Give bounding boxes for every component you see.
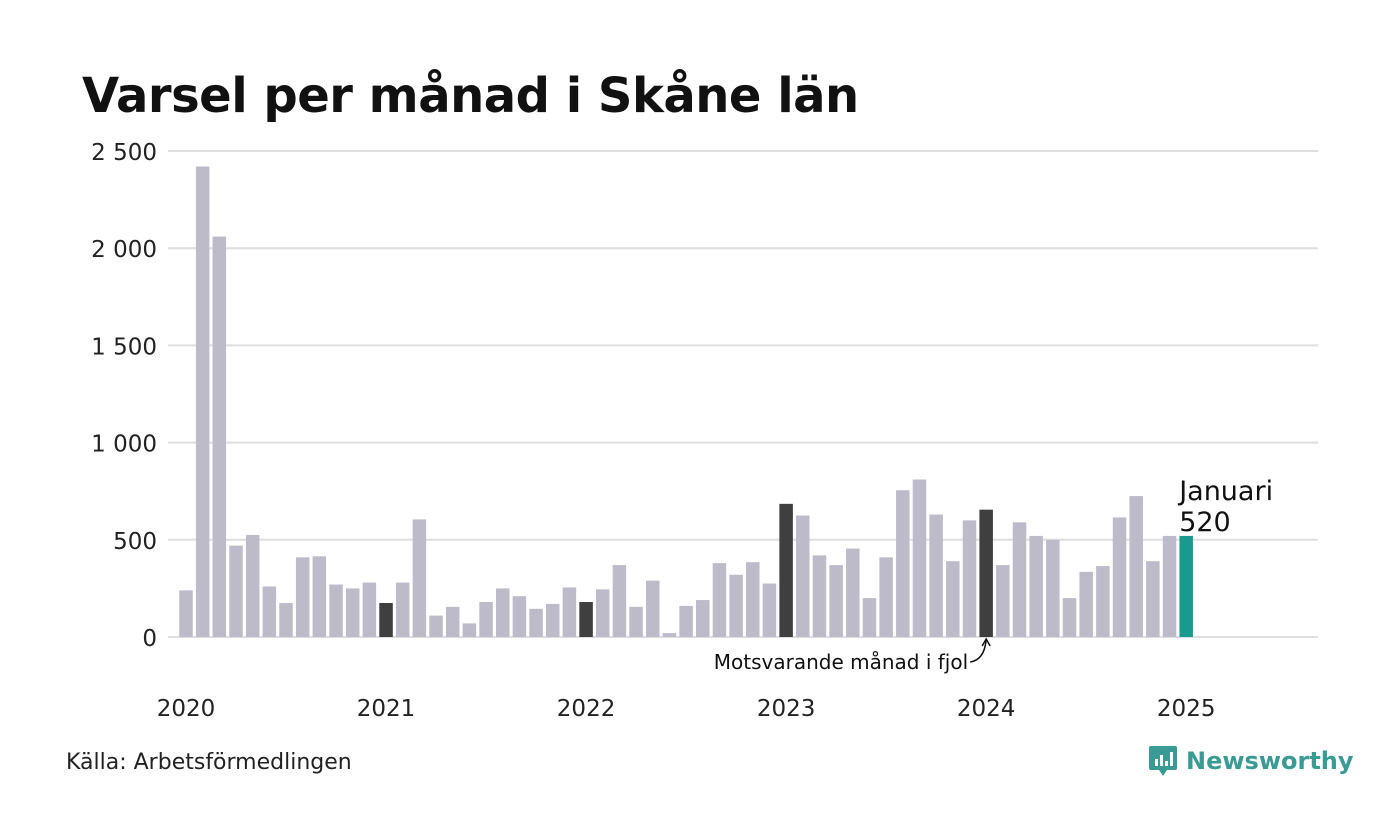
bar: [696, 600, 710, 637]
bar: [629, 606, 643, 637]
bar: [279, 602, 293, 637]
annotation-current-value: 520: [1179, 507, 1231, 538]
y-tick-label: 2 000: [91, 237, 157, 263]
y-tick-label: 1 500: [91, 334, 157, 360]
bar: [1029, 535, 1043, 637]
bar: [1062, 598, 1077, 637]
bar: [962, 520, 977, 637]
bar: [545, 603, 560, 637]
bar: [229, 545, 243, 637]
bar-same-month-previous-year: [779, 503, 793, 637]
bar: [746, 562, 760, 637]
x-tick-label: 2023: [757, 696, 816, 722]
bar: [812, 555, 827, 637]
bar: [896, 490, 910, 637]
bar: [395, 582, 410, 637]
newsworthy-chart-bubble-icon: [1149, 746, 1177, 776]
bar: [562, 587, 577, 637]
x-tick-label: 2024: [957, 696, 1016, 722]
y-tick-label: 500: [113, 529, 157, 555]
x-tick-label: 2021: [357, 696, 416, 722]
newsworthy-logo: Newsworthy: [1148, 744, 1354, 778]
annotation-arrow-line: [970, 639, 987, 663]
bar-same-month-previous-year: [579, 602, 593, 637]
chart-title: Varsel per månad i Skåne län: [82, 68, 859, 124]
x-tick-label: 2020: [157, 696, 216, 722]
bar: [762, 583, 777, 637]
bar: [479, 602, 493, 637]
bar: [1012, 522, 1027, 637]
x-axis-tick-labels: 2020 2021 2022 2023 2024 2025: [157, 696, 1216, 722]
annotation-current-month: Januari: [1177, 476, 1273, 507]
bar: [712, 563, 727, 637]
bar: [829, 565, 843, 637]
logo-text: Newsworthy: [1186, 747, 1354, 775]
bar: [662, 633, 677, 637]
bar: [729, 574, 743, 637]
y-tick-label: 0: [142, 626, 157, 652]
bar: [312, 556, 327, 637]
bar: [929, 514, 943, 637]
bar: [529, 608, 543, 637]
annotation-previous-year: Motsvarande månad i fjol: [714, 650, 968, 674]
bar: [345, 588, 360, 637]
bar: [245, 534, 260, 637]
bar: [679, 605, 693, 637]
bar: [462, 623, 477, 637]
bar: [362, 582, 377, 637]
bar: [212, 236, 227, 637]
bar: [1046, 539, 1060, 637]
bar: [512, 596, 527, 637]
bar-same-month-previous-year: [379, 602, 393, 637]
bar-same-month-previous-year: [979, 509, 993, 637]
source-note: Källa: Arbetsförmedlingen: [66, 750, 352, 775]
y-tick-label: 1 000: [91, 432, 157, 458]
bar: [879, 557, 893, 637]
bar: [846, 548, 860, 637]
gridlines: [168, 150, 1318, 638]
bar: [796, 515, 810, 637]
bar: [1079, 571, 1093, 637]
bar: [996, 565, 1010, 637]
x-tick-label: 2022: [557, 696, 616, 722]
bar: [596, 589, 610, 637]
bar: [195, 166, 210, 637]
bar: [445, 606, 460, 637]
bar: [179, 590, 193, 637]
bar: [1129, 496, 1143, 637]
bar: [862, 598, 877, 637]
bar: [1162, 535, 1177, 637]
bar: [429, 615, 443, 637]
bar: [262, 586, 277, 637]
bar: [946, 561, 960, 637]
bar: [1096, 566, 1110, 637]
bar: [495, 588, 510, 637]
bar: [612, 565, 627, 637]
y-axis-tick-labels: 0 500 1 000 1 500 2 000 2 500: [91, 140, 157, 652]
bar: [1146, 561, 1160, 637]
bar: [412, 519, 427, 637]
bars: [179, 166, 1193, 637]
bar: [329, 584, 343, 637]
bar: [646, 580, 660, 637]
annotation-arrow-head: [981, 637, 991, 647]
y-tick-label: 2 500: [91, 140, 157, 166]
bar-current-month: [1179, 535, 1193, 637]
bar: [295, 557, 310, 637]
x-tick-label: 2025: [1157, 696, 1216, 722]
bar: [1112, 517, 1127, 637]
bar: [912, 479, 927, 637]
